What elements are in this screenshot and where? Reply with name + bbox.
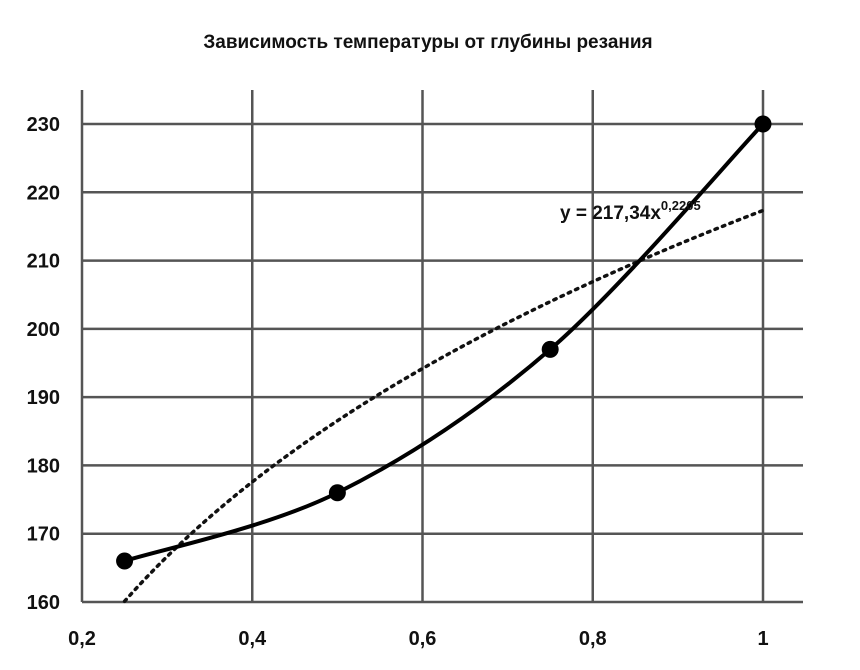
x-tick-label: 1: [757, 628, 768, 650]
y-tick-label: 200: [27, 319, 60, 341]
trendline-equation: y = 217,34x0,2205: [560, 198, 701, 224]
chart-title: Зависимость температуры от глубины резан…: [203, 32, 652, 53]
y-tick-label: 190: [27, 387, 60, 409]
x-tick-label: 0,2: [68, 628, 96, 650]
grid: [80, 90, 803, 604]
data-point: [754, 115, 772, 133]
y-tick-label: 210: [27, 251, 60, 273]
y-tick-label: 170: [27, 524, 60, 546]
x-tick-label: 0,8: [579, 628, 607, 650]
y-tick-label: 220: [27, 182, 60, 204]
data-point: [541, 340, 559, 358]
data-point: [116, 552, 134, 570]
trendline-power: [122, 208, 765, 604]
data-point: [328, 484, 346, 502]
y-axis-ticks: 160 170 180 190 200 210 220 230: [27, 114, 60, 614]
trendline-equation-base: y = 217,34x: [560, 203, 661, 224]
series-markers: [116, 115, 772, 570]
y-tick-label: 230: [27, 114, 60, 136]
y-tick-label: 180: [27, 455, 60, 477]
trendline-equation-exponent: 0,2205: [661, 198, 701, 213]
x-tick-label: 0,6: [409, 628, 437, 650]
series-line: [123, 122, 765, 563]
x-tick-label: 0,4: [238, 628, 267, 650]
x-axis-ticks: 0,2 0,4 0,6 0,8 1: [68, 628, 768, 650]
y-tick-label: 160: [27, 592, 60, 614]
